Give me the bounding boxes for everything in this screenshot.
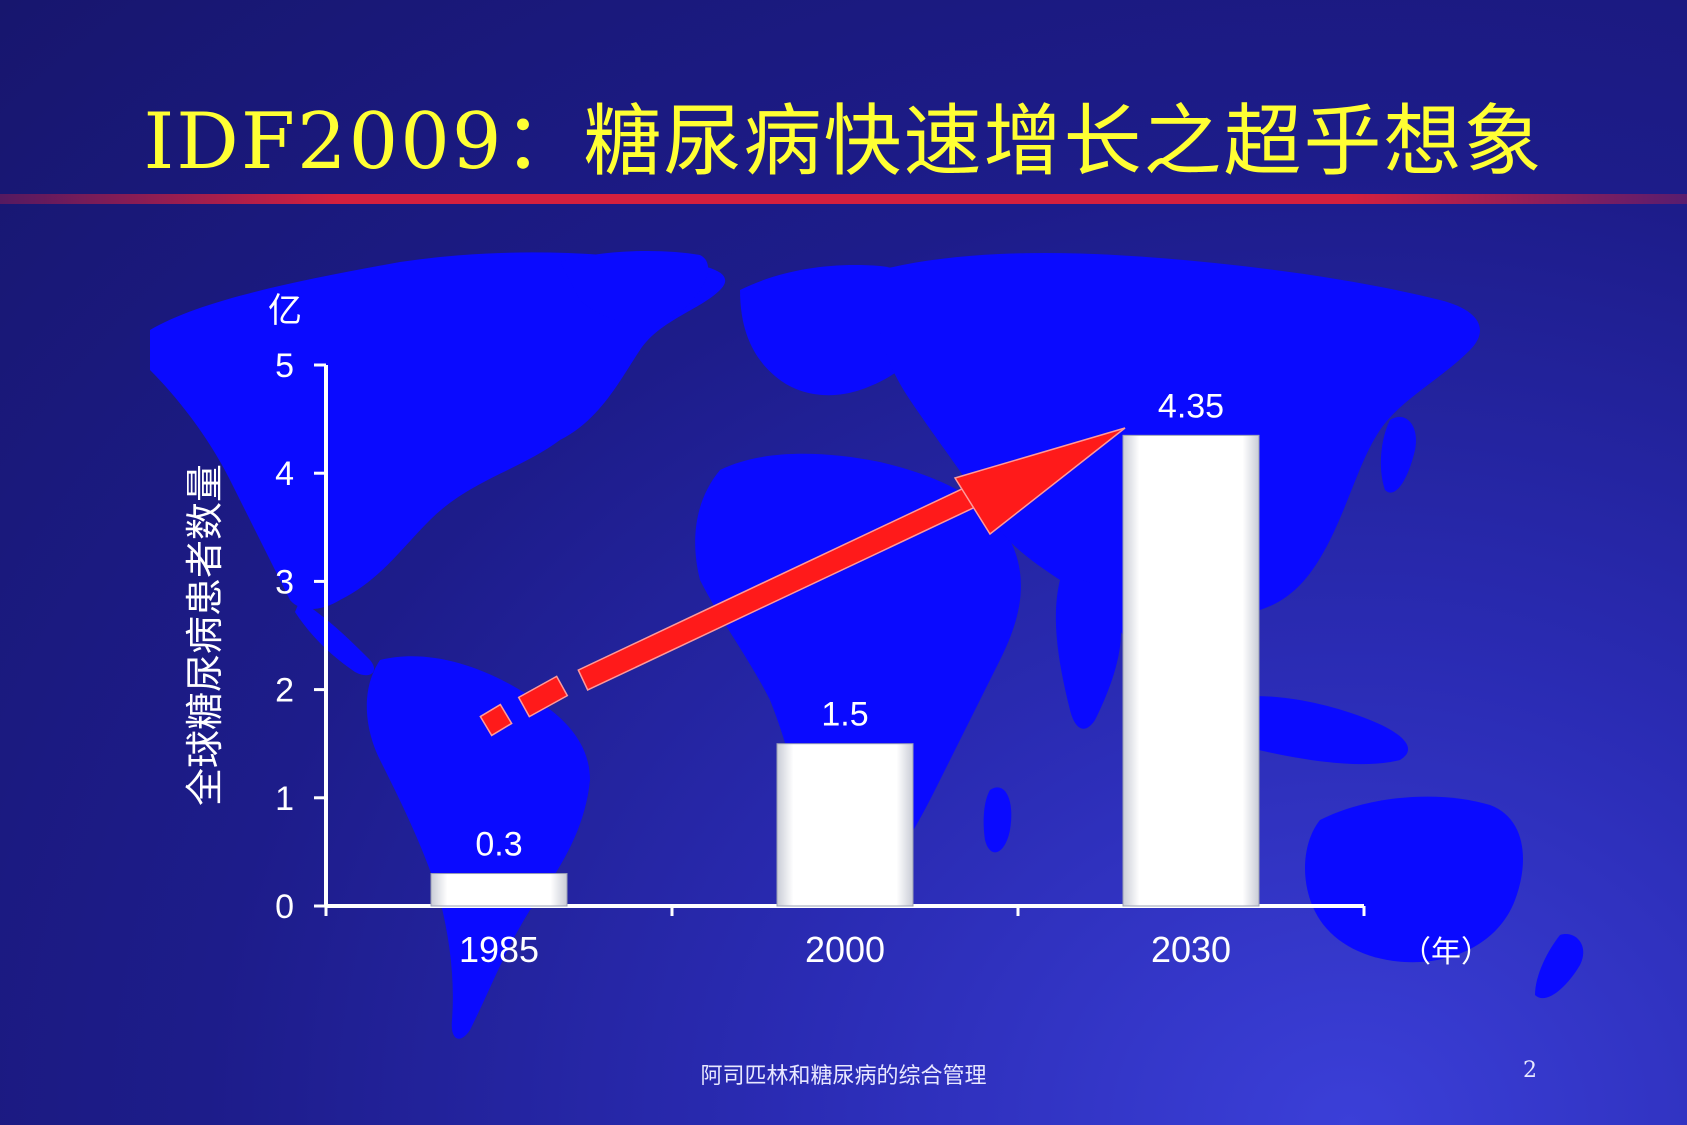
data-label: 4.35 [1158,387,1224,425]
trend-arrow-head [953,427,1126,536]
map-southeast-asia [1211,696,1409,765]
bar [776,743,914,907]
y-axis-title: 全球糖尿病患者数量 [183,464,227,806]
y-tick-label: 1 [275,780,294,818]
y-unit-label: 亿 [268,291,302,331]
x-tick-label: 2000 [805,929,885,970]
x-tick-label: 2030 [1151,929,1231,970]
y-tick-label: 4 [275,455,294,493]
bar [1122,434,1260,907]
trend-arrow-dash [479,703,513,737]
map-greenland [560,250,709,324]
title-rule [0,194,1687,204]
trend-arrow-dash [517,675,569,718]
x-unit-label: （年） [1401,935,1491,970]
y-tick-label: 5 [275,347,294,385]
page-number: 2 [1523,1058,1537,1083]
map-africa [695,453,1021,886]
data-label: 0.3 [475,826,522,864]
map-india [1055,579,1121,729]
world-map [150,250,1584,1039]
map-new-zealand [1535,934,1584,999]
slide-title: IDF2009：糖尿病快速增长之超乎想象 [143,97,1544,187]
map-japan [1380,416,1416,493]
map-central-america [295,600,375,676]
bar [430,873,568,907]
map-north-america [150,252,726,609]
y-tick-label: 3 [275,563,294,601]
y-tick-label: 0 [275,888,294,926]
map-south-america [366,656,590,1039]
data-label: 1.5 [821,696,868,734]
map-australia [1305,796,1523,963]
footer-text: 阿司匹林和糖尿病的综合管理 [700,1064,987,1089]
x-tick-label: 1985 [459,929,539,970]
map-madagascar [983,787,1012,853]
y-tick-label: 2 [275,672,294,710]
